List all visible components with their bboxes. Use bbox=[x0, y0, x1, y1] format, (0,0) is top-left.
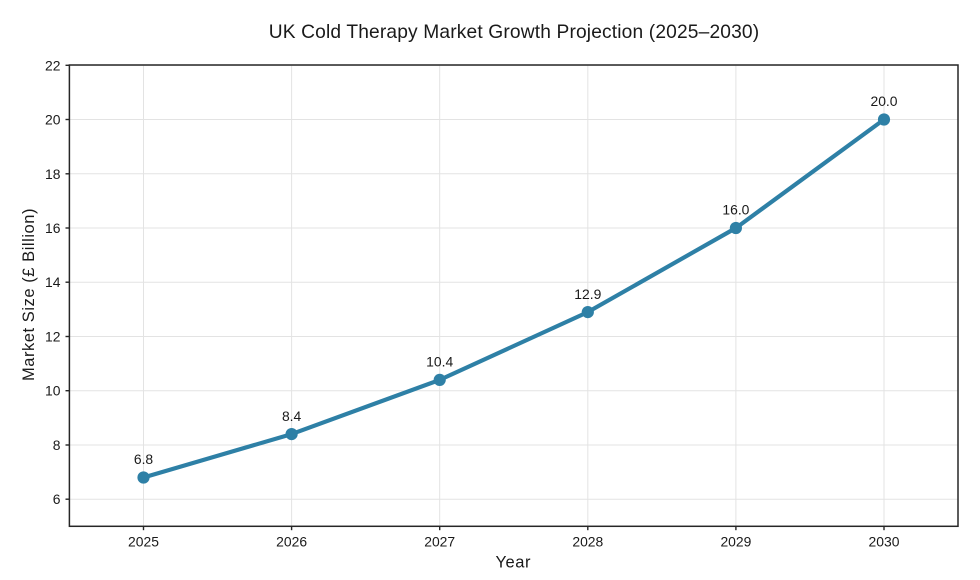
svg-text:10.4: 10.4 bbox=[426, 354, 453, 370]
svg-text:12.9: 12.9 bbox=[574, 286, 601, 302]
svg-text:6.8: 6.8 bbox=[134, 451, 154, 467]
svg-text:20: 20 bbox=[45, 112, 61, 128]
svg-text:16.0: 16.0 bbox=[722, 202, 749, 218]
svg-text:20.0: 20.0 bbox=[870, 93, 897, 109]
svg-text:8: 8 bbox=[53, 437, 61, 453]
svg-text:2029: 2029 bbox=[720, 534, 751, 550]
svg-text:2030: 2030 bbox=[869, 534, 900, 550]
svg-text:22: 22 bbox=[45, 57, 61, 73]
svg-text:Year: Year bbox=[496, 554, 532, 572]
svg-text:12: 12 bbox=[45, 329, 61, 345]
svg-text:Market Size (£ Billion): Market Size (£ Billion) bbox=[20, 208, 38, 381]
svg-text:2027: 2027 bbox=[424, 534, 455, 550]
svg-text:6: 6 bbox=[53, 491, 61, 507]
svg-text:16: 16 bbox=[45, 220, 61, 236]
svg-text:18: 18 bbox=[45, 166, 61, 182]
svg-text:UK Cold Therapy Market Growth: UK Cold Therapy Market Growth Projection… bbox=[269, 22, 760, 43]
svg-text:2026: 2026 bbox=[276, 534, 307, 550]
svg-text:14: 14 bbox=[45, 274, 61, 290]
svg-text:2028: 2028 bbox=[572, 534, 603, 550]
svg-text:2025: 2025 bbox=[128, 534, 159, 550]
svg-text:8.4: 8.4 bbox=[282, 408, 302, 424]
svg-text:10: 10 bbox=[45, 383, 61, 399]
